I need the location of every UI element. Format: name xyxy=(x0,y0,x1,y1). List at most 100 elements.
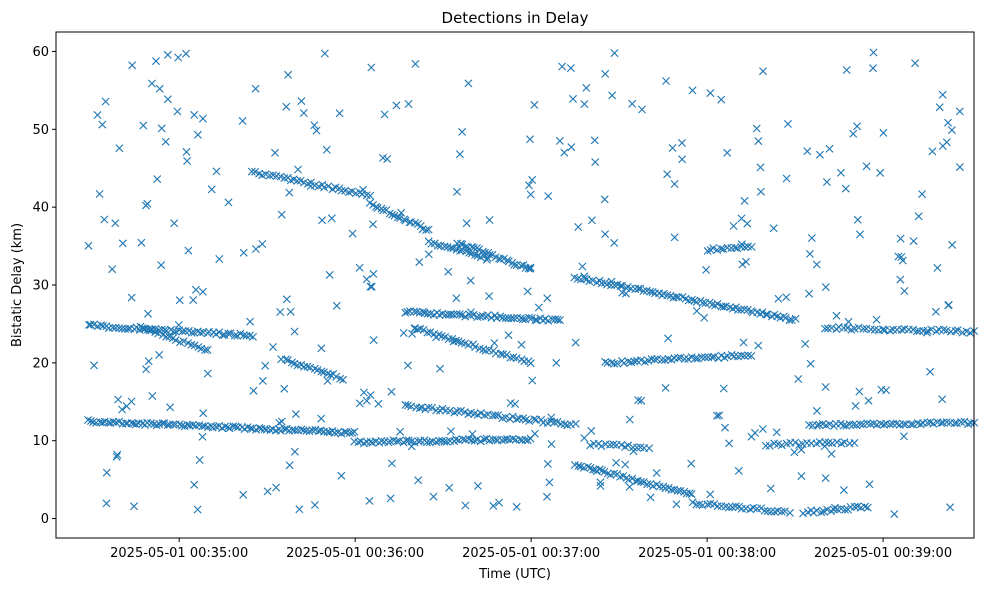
data-point xyxy=(299,109,308,117)
data-point xyxy=(817,508,826,517)
data-point xyxy=(664,334,673,343)
data-point xyxy=(518,436,527,445)
data-point xyxy=(706,89,715,98)
data-point xyxy=(646,493,655,502)
data-point xyxy=(791,314,800,323)
data-point xyxy=(580,272,589,281)
data-point xyxy=(377,436,386,445)
data-point xyxy=(494,411,502,420)
data-point xyxy=(933,263,942,272)
data-point xyxy=(440,242,449,251)
data-point xyxy=(426,328,435,337)
data-point xyxy=(347,187,356,196)
data-point xyxy=(366,391,375,400)
data-point xyxy=(821,324,829,333)
data-point xyxy=(914,212,923,221)
data-point xyxy=(229,422,238,431)
data-point xyxy=(610,359,619,368)
data-point xyxy=(947,126,956,135)
data-point xyxy=(355,263,364,272)
data-point xyxy=(948,240,957,249)
data-point xyxy=(765,441,774,450)
data-point xyxy=(95,190,104,198)
data-point xyxy=(731,502,740,511)
data-point xyxy=(212,167,221,176)
data-point xyxy=(495,498,503,507)
data-point xyxy=(966,419,975,427)
data-point xyxy=(112,452,121,461)
data-point xyxy=(574,223,583,231)
data-point xyxy=(661,383,670,392)
data-point xyxy=(284,356,292,365)
data-point xyxy=(355,399,364,408)
data-point xyxy=(141,324,150,333)
data-point xyxy=(763,310,772,319)
data-point xyxy=(555,316,564,325)
data-point xyxy=(667,485,676,494)
data-point xyxy=(137,238,146,247)
data-point xyxy=(491,411,500,420)
data-point xyxy=(317,367,326,376)
data-point xyxy=(425,438,434,447)
data-point xyxy=(850,438,859,447)
data-point xyxy=(504,331,513,340)
data-point xyxy=(290,426,299,435)
data-point xyxy=(552,358,561,367)
data-point xyxy=(853,122,862,131)
data-point xyxy=(625,482,634,491)
data-point xyxy=(596,478,605,487)
y-axis-title: Bistatic Delay (km) xyxy=(10,223,25,347)
data-point xyxy=(93,111,102,119)
x-axis-ticks: 2025-05-01 00:35:00 2025-05-01 00:36:00 20… xyxy=(110,538,952,561)
data-point xyxy=(827,449,836,458)
data-point xyxy=(411,218,420,227)
data-point xyxy=(634,284,643,293)
data-point xyxy=(452,435,460,444)
data-point xyxy=(414,476,423,485)
data-point xyxy=(170,219,179,228)
data-point xyxy=(340,427,349,436)
data-point xyxy=(297,425,306,434)
data-point xyxy=(601,69,610,78)
data-point xyxy=(845,420,854,429)
data-point xyxy=(275,419,284,427)
data-point xyxy=(466,308,475,317)
data-point xyxy=(458,435,467,444)
data-point xyxy=(362,191,371,200)
data-point xyxy=(435,311,444,319)
data-point xyxy=(131,420,140,429)
data-point xyxy=(336,374,345,383)
data-point xyxy=(128,61,137,70)
data-point xyxy=(850,502,859,511)
data-point xyxy=(866,325,875,334)
data-point xyxy=(639,478,648,487)
data-point xyxy=(841,184,850,193)
data-point xyxy=(484,248,493,257)
data-point xyxy=(337,186,346,195)
data-point xyxy=(291,410,300,419)
data-point xyxy=(897,325,906,334)
data-point xyxy=(805,249,814,258)
data-point xyxy=(485,216,494,224)
data-point xyxy=(308,426,317,435)
data-point xyxy=(731,243,739,252)
data-point xyxy=(366,282,375,291)
data-point xyxy=(829,505,838,514)
data-point xyxy=(528,376,537,385)
data-point xyxy=(276,426,285,435)
data-point xyxy=(444,335,453,343)
data-point xyxy=(584,462,592,471)
data-point xyxy=(380,110,389,119)
data-point xyxy=(188,420,197,429)
y-tick-label: 0 xyxy=(41,512,49,527)
data-point xyxy=(733,305,742,314)
data-point xyxy=(756,187,765,196)
x-axis-title: Time (UTC) xyxy=(478,567,551,582)
data-point xyxy=(102,499,111,508)
data-point xyxy=(620,359,628,368)
data-point xyxy=(842,66,851,74)
data-point xyxy=(113,450,122,459)
data-point xyxy=(285,188,294,197)
data-point xyxy=(916,420,925,429)
data-point xyxy=(432,333,440,342)
